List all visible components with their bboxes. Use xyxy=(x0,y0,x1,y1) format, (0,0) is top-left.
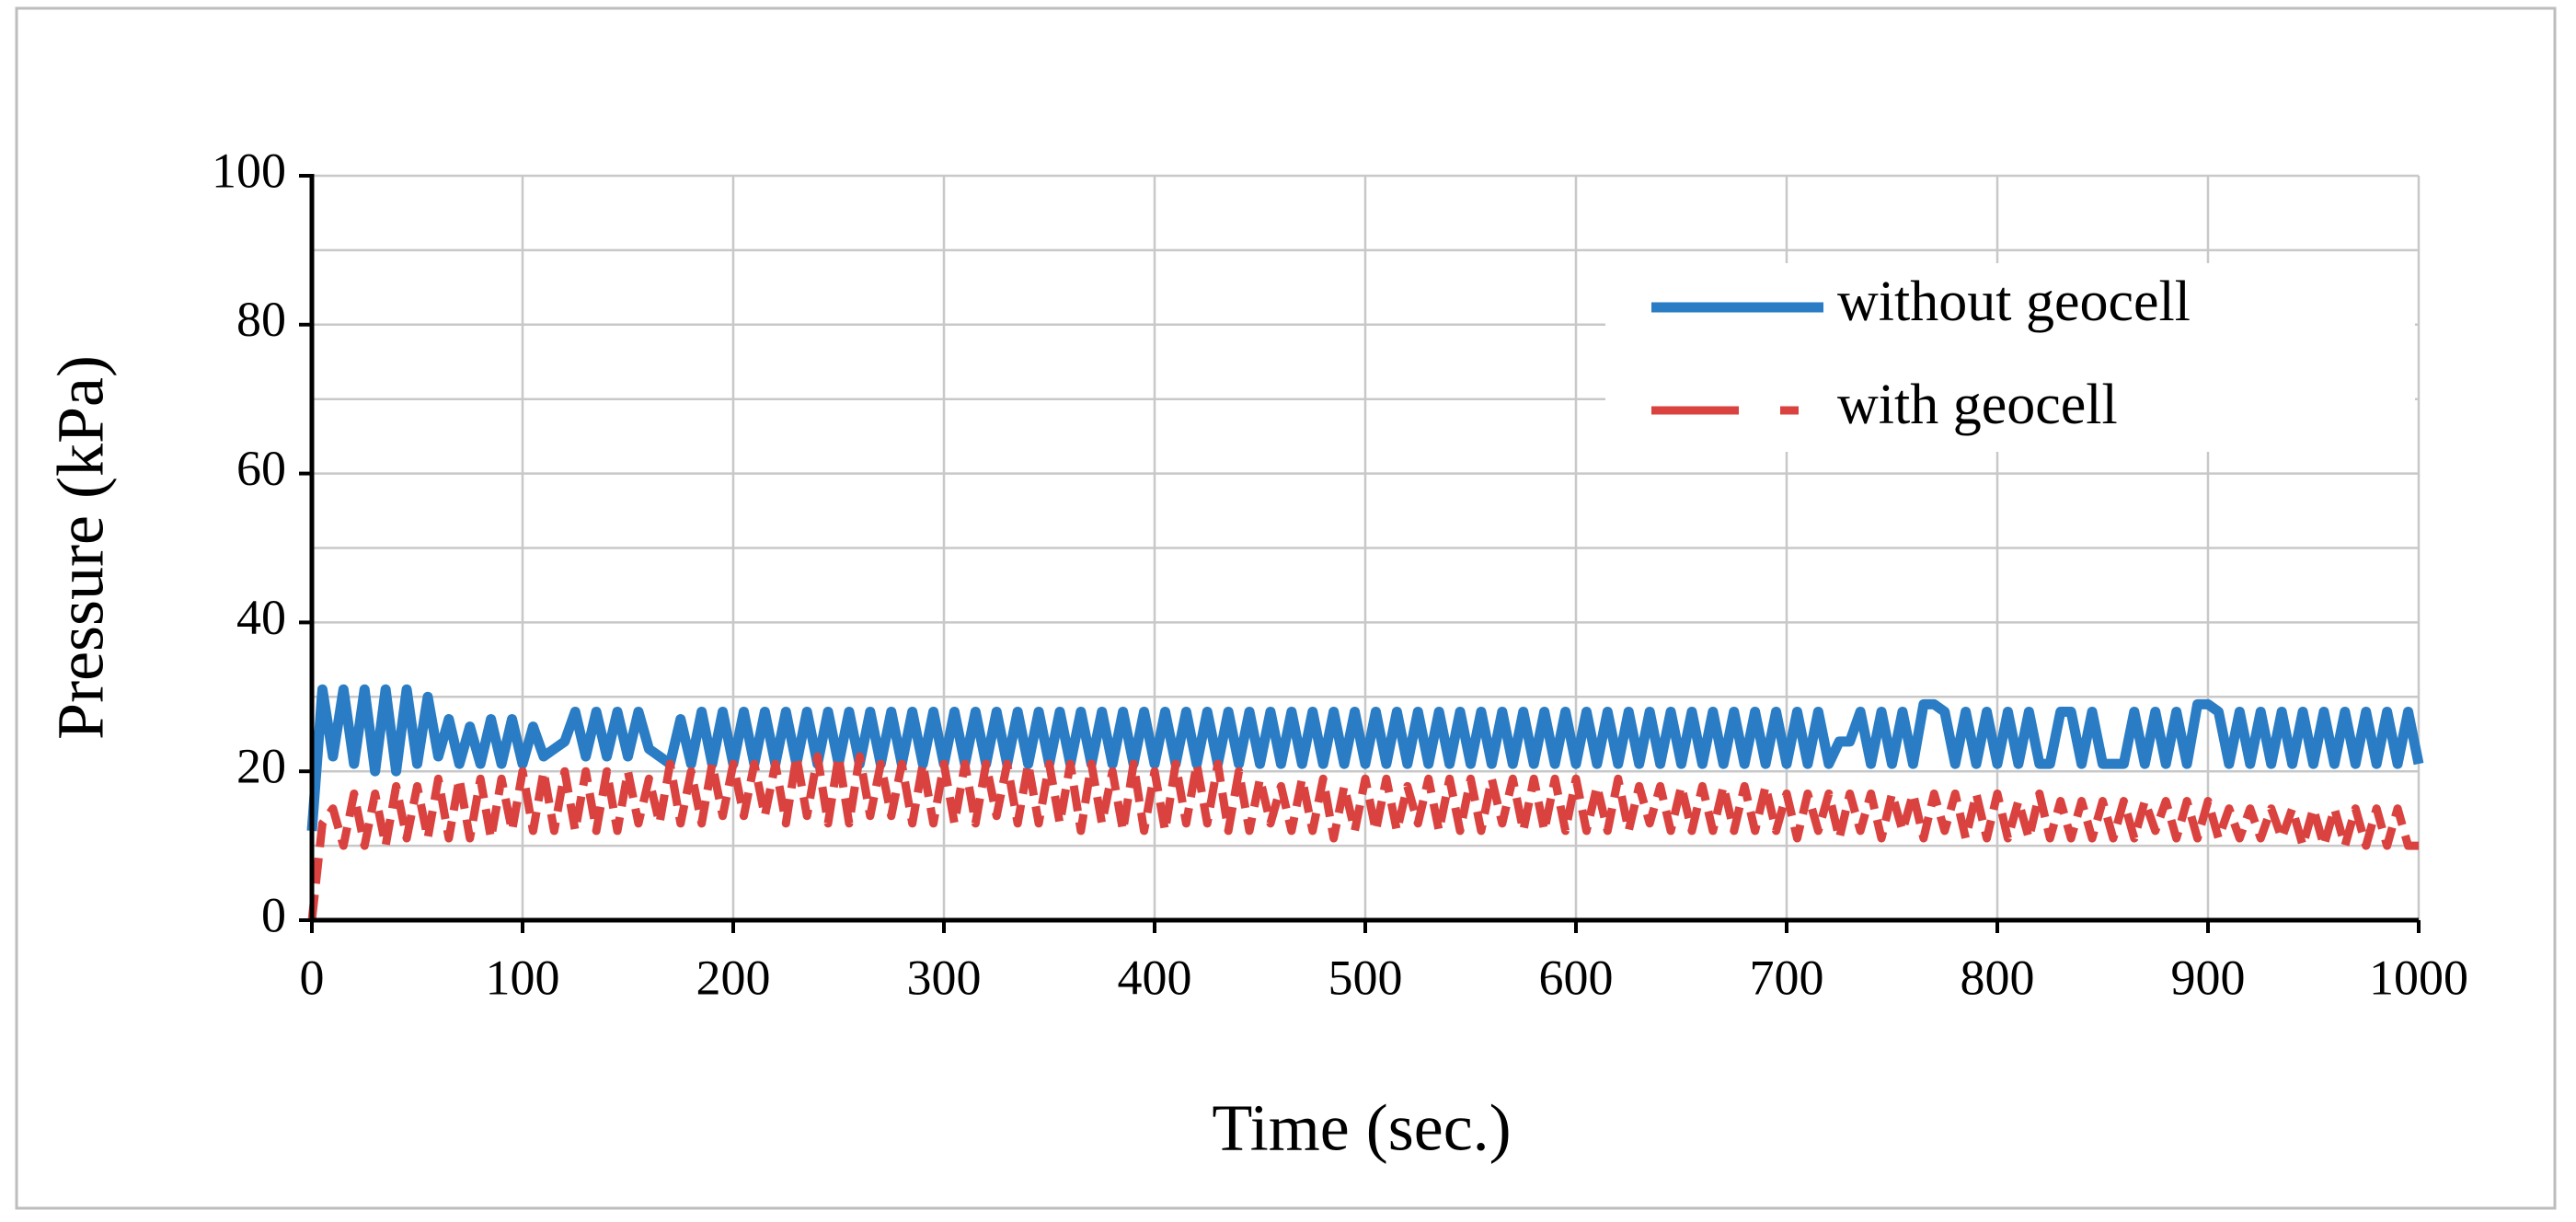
series-line xyxy=(306,684,2424,832)
x-tick-label: 700 xyxy=(1750,950,1824,1005)
x-tick-label: 0 xyxy=(300,950,325,1005)
legend-label: with geocell xyxy=(1837,374,2118,436)
y-axis-title: Pressure (kPa) xyxy=(44,355,118,740)
x-tick-label: 300 xyxy=(907,950,982,1005)
chart-frame xyxy=(15,6,2557,1210)
x-tick-label: 500 xyxy=(1328,950,1403,1005)
x-tick-label: 900 xyxy=(2171,950,2246,1005)
x-tick-label: 600 xyxy=(1539,950,1614,1005)
x-tick-label: 400 xyxy=(1118,950,1192,1005)
y-tick-label: 40 xyxy=(236,590,286,645)
y-tick-label: 60 xyxy=(236,441,286,496)
x-tick-label: 800 xyxy=(1961,950,2035,1005)
series-line xyxy=(307,752,2419,921)
legend-label: without geocell xyxy=(1837,271,2191,333)
y-tick-label: 100 xyxy=(212,143,286,198)
plot-lines xyxy=(306,684,2424,921)
x-axis-title: Time (sec.) xyxy=(1212,1091,1511,1165)
y-tick-label: 0 xyxy=(261,887,286,942)
legend-box xyxy=(1605,263,2415,452)
x-tick-label: 100 xyxy=(486,950,560,1005)
legend: without geocell with geocell xyxy=(1605,263,2415,452)
x-tick-label: 200 xyxy=(696,950,771,1005)
y-tick-label: 80 xyxy=(236,292,286,347)
x-tick-label: 1000 xyxy=(2369,950,2468,1005)
y-tick-label: 20 xyxy=(236,739,286,794)
